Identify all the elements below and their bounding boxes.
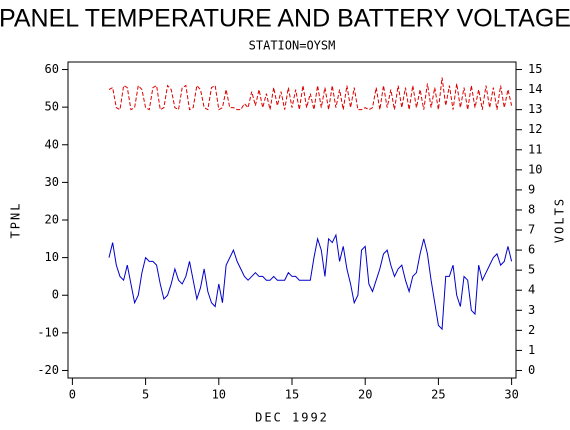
y2-tick-label: 13 — [528, 102, 542, 116]
y2-tick-label: 12 — [528, 122, 542, 136]
y2-tick-label: 2 — [528, 323, 535, 337]
y2-tick-label: 7 — [528, 223, 535, 237]
y2-tick-label: 14 — [528, 82, 542, 96]
y2-tick-label: 10 — [528, 162, 542, 176]
y-axis-label: TPNL — [9, 202, 23, 239]
y-tick-label: 60 — [45, 62, 59, 76]
y-tick-label: 10 — [45, 250, 59, 264]
x-tick-label: 25 — [431, 388, 445, 402]
y-tick-label: -20 — [37, 363, 59, 377]
y2-tick-label: 5 — [528, 263, 535, 277]
y2-tick-label: 15 — [528, 62, 542, 76]
x-tick-label: 15 — [285, 388, 299, 402]
x-tick-label: 30 — [504, 388, 518, 402]
x-tick-label: 20 — [358, 388, 372, 402]
series-line — [108, 77, 513, 111]
y2-tick-label: 11 — [528, 142, 542, 156]
chart-title: PANEL TEMPERATURE AND BATTERY VOLTAGE — [0, 5, 570, 33]
y-tick-label: 40 — [45, 137, 59, 151]
y-tick-label: 20 — [45, 213, 59, 227]
x-tick-label: 5 — [142, 388, 149, 402]
x-axis-label: DEC 1992 — [255, 411, 329, 425]
y2-tick-label: 8 — [528, 202, 535, 216]
y2-tick-label: 3 — [528, 303, 535, 317]
y-tick-label: 50 — [45, 100, 59, 114]
y-tick-label: 30 — [45, 175, 59, 189]
y2-tick-label: 0 — [528, 363, 535, 377]
x-tick-label: 10 — [212, 388, 226, 402]
y2-tick-label: 6 — [528, 243, 535, 257]
y-tick-label: -10 — [37, 325, 59, 339]
y2-tick-label: 9 — [528, 182, 535, 196]
plot-frame — [67, 61, 517, 379]
y-tick-label: 0 — [52, 288, 59, 302]
series-line — [108, 233, 513, 331]
y2-tick-label: 4 — [528, 283, 535, 297]
y2-axis-label: VOLTS — [553, 197, 567, 243]
y2-tick-label: 1 — [528, 343, 535, 357]
chart-subtitle: STATION=OYSM — [249, 39, 336, 53]
x-tick-label: 0 — [69, 388, 76, 402]
